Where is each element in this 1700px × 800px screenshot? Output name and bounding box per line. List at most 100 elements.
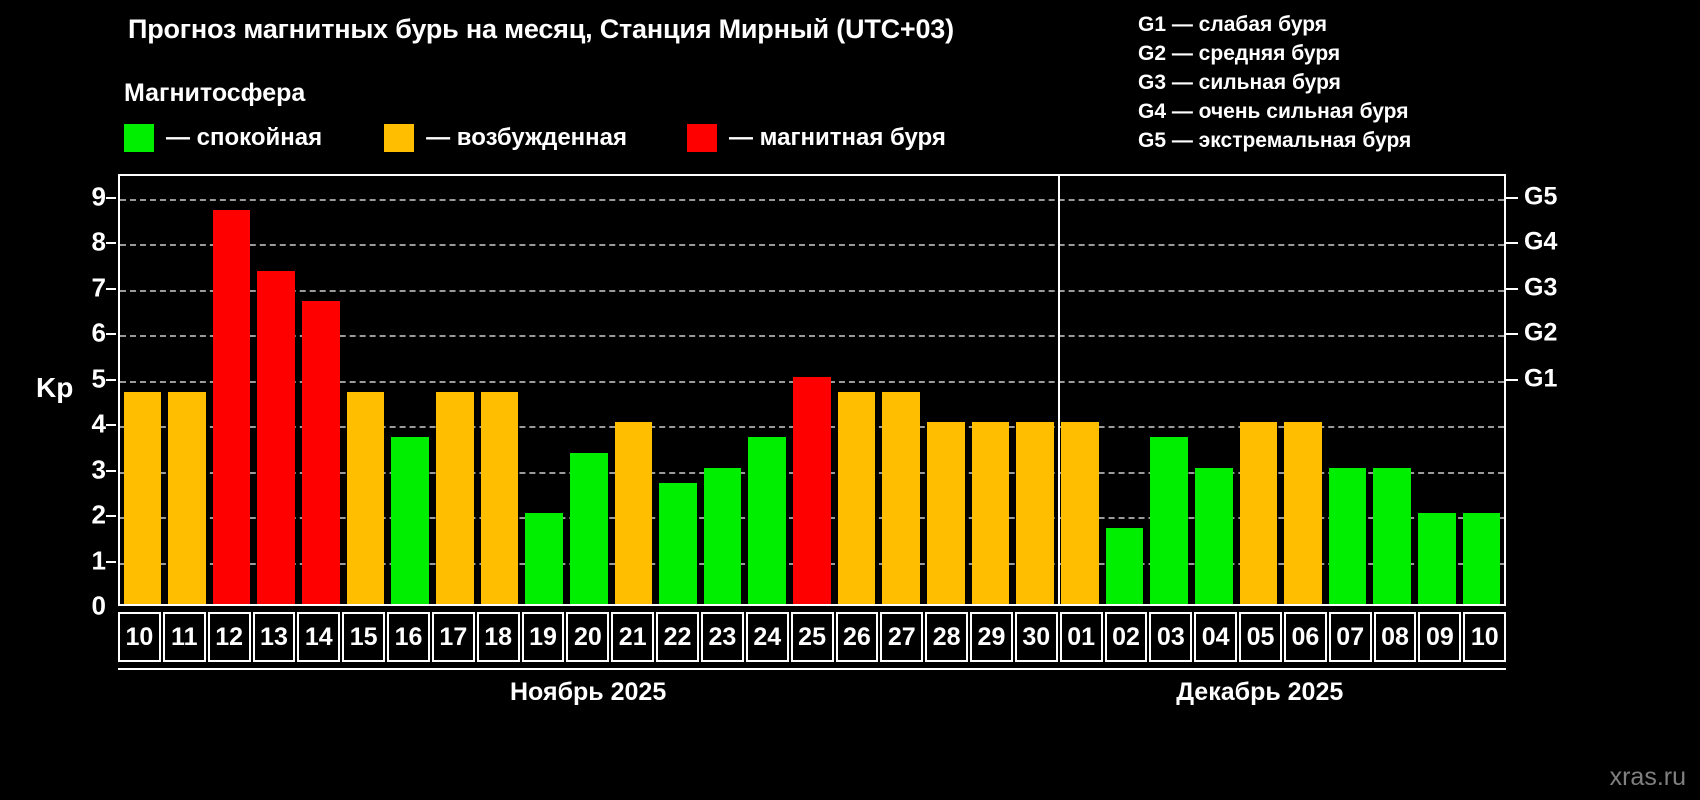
bar[interactable] (1373, 467, 1412, 604)
bar-cell-22[interactable] (656, 176, 701, 604)
bar[interactable] (837, 391, 876, 604)
bar[interactable] (257, 270, 296, 604)
bar-cell-13[interactable] (254, 176, 299, 604)
legend-swatch-unsettled-icon (384, 124, 415, 152)
bar[interactable] (927, 422, 965, 604)
page-title: Прогноз магнитных бурь на месяц, Станция… (128, 14, 954, 44)
bar[interactable] (435, 391, 474, 604)
bar-cell-10[interactable] (120, 176, 165, 604)
bar[interactable] (1328, 467, 1367, 604)
bar[interactable] (1150, 437, 1188, 604)
x-day-label-22[interactable]: 02 (1104, 612, 1148, 662)
bar-cell-05[interactable] (1236, 176, 1281, 604)
bar[interactable] (1060, 422, 1099, 604)
bar[interactable] (971, 422, 1010, 604)
bar-cell-03[interactable] (1147, 176, 1192, 604)
bar[interactable] (123, 391, 162, 604)
x-day-label-23[interactable]: 03 (1149, 612, 1193, 662)
bar[interactable] (614, 422, 653, 604)
bar-cell-08[interactable] (1370, 176, 1415, 604)
x-day-label-0[interactable]: 10 (118, 612, 161, 662)
y-tick-mark-5 (106, 378, 116, 381)
x-day-label-24[interactable]: 04 (1194, 612, 1238, 662)
bar-cell-10[interactable] (1459, 176, 1504, 604)
bar[interactable] (569, 452, 608, 604)
bar[interactable] (480, 391, 519, 604)
x-day-label-15[interactable]: 25 (790, 612, 834, 662)
x-day-label-7[interactable]: 17 (431, 612, 475, 662)
x-day-label-30[interactable]: 10 (1463, 612, 1507, 662)
x-day-label-12[interactable]: 22 (656, 612, 699, 662)
x-day-label-26[interactable]: 06 (1283, 612, 1327, 662)
bar[interactable] (391, 437, 429, 604)
x-day-label-4[interactable]: 14 (297, 612, 341, 662)
g-scale-description-5: G5 — экстремальная буря (1138, 129, 1412, 152)
bar[interactable] (1194, 467, 1233, 604)
bar-cell-20[interactable] (566, 176, 611, 604)
g-tick-label-G1: G1 (1524, 364, 1558, 393)
x-day-label-14[interactable]: 24 (745, 612, 789, 662)
bar[interactable] (703, 467, 742, 604)
bar-cell-02[interactable] (1102, 176, 1147, 604)
x-day-label-10[interactable]: 20 (566, 612, 610, 662)
bar[interactable] (525, 513, 563, 604)
bar[interactable] (1462, 513, 1501, 604)
x-day-label-20[interactable]: 30 (1014, 612, 1058, 662)
bar-cell-11[interactable] (165, 176, 210, 604)
bar-cell-28[interactable] (924, 176, 969, 604)
bar-cell-29[interactable] (968, 176, 1013, 604)
bar-cell-06[interactable] (1281, 176, 1326, 604)
bar[interactable] (748, 437, 787, 604)
bar[interactable] (659, 482, 697, 604)
x-day-label-29[interactable]: 09 (1418, 612, 1462, 662)
bar-cell-15[interactable] (343, 176, 388, 604)
bar-cell-01[interactable] (1057, 176, 1102, 604)
bar[interactable] (1284, 422, 1322, 604)
x-day-label-2[interactable]: 12 (207, 612, 251, 662)
bar-cell-16[interactable] (388, 176, 433, 604)
g-tick-label-G5: G5 (1524, 182, 1558, 211)
x-day-label-27[interactable]: 07 (1328, 612, 1372, 662)
x-day-label-1[interactable]: 11 (162, 612, 206, 662)
bar[interactable] (346, 391, 385, 604)
x-day-label-28[interactable]: 08 (1373, 612, 1417, 662)
bar-cell-17[interactable] (432, 176, 477, 604)
bar-cell-04[interactable] (1191, 176, 1236, 604)
x-day-label-11[interactable]: 21 (611, 612, 655, 662)
bar-cell-14[interactable] (299, 176, 344, 604)
bar[interactable] (212, 209, 251, 604)
x-day-label-17[interactable]: 27 (880, 612, 924, 662)
bar-cell-12[interactable] (209, 176, 254, 604)
bar-cell-18[interactable] (477, 176, 522, 604)
bar[interactable] (1239, 422, 1278, 604)
bar-cell-25[interactable] (790, 176, 835, 604)
bar-cell-24[interactable] (745, 176, 790, 604)
x-day-label-9[interactable]: 19 (521, 612, 565, 662)
bar[interactable] (168, 391, 206, 604)
bar-cell-30[interactable] (1013, 176, 1058, 604)
bar-cell-21[interactable] (611, 176, 656, 604)
bar[interactable] (302, 300, 340, 604)
x-day-label-19[interactable]: 29 (970, 612, 1013, 662)
x-day-label-3[interactable]: 13 (252, 612, 296, 662)
x-day-label-5[interactable]: 15 (342, 612, 386, 662)
y-tick-mark-8 (106, 242, 116, 245)
bar-cell-07[interactable] (1325, 176, 1370, 604)
x-day-label-13[interactable]: 23 (700, 612, 744, 662)
bar-cell-23[interactable] (700, 176, 745, 604)
x-day-label-16[interactable]: 26 (835, 612, 879, 662)
bar[interactable] (793, 376, 831, 604)
x-day-label-21[interactable]: 01 (1059, 612, 1103, 662)
bar[interactable] (1418, 513, 1456, 604)
bar-cell-19[interactable] (522, 176, 567, 604)
bar[interactable] (1105, 528, 1144, 604)
x-day-label-18[interactable]: 28 (925, 612, 969, 662)
bar-cell-26[interactable] (834, 176, 879, 604)
bar-cell-09[interactable] (1415, 176, 1460, 604)
x-day-label-8[interactable]: 18 (476, 612, 520, 662)
bar[interactable] (882, 391, 921, 604)
x-day-label-25[interactable]: 05 (1239, 612, 1282, 662)
x-day-label-6[interactable]: 16 (387, 612, 430, 662)
bar[interactable] (1016, 422, 1054, 604)
bar-cell-27[interactable] (879, 176, 924, 604)
